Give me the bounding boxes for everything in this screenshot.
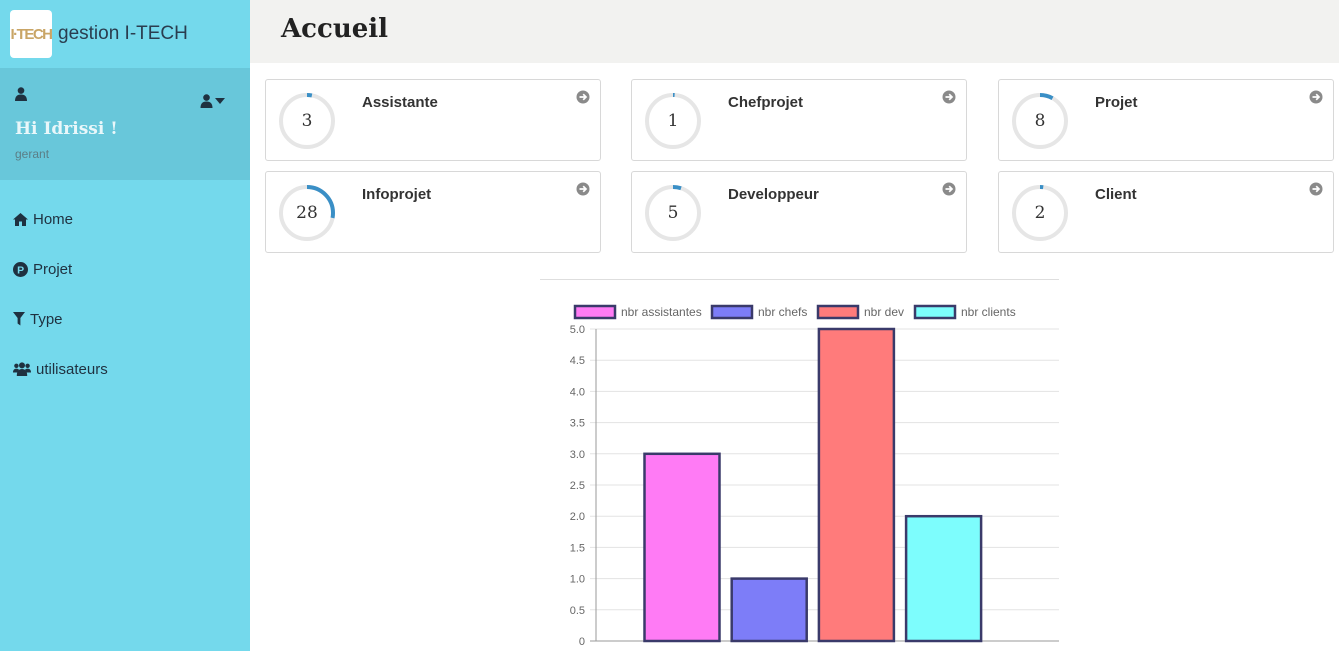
- y-tick-label: 2.5: [570, 480, 585, 492]
- legend-swatch: [710, 304, 754, 320]
- y-tick-label: 4.5: [570, 355, 585, 367]
- stat-label: Projet: [1095, 94, 1138, 111]
- progress-arc: [1012, 93, 1068, 149]
- legend-label: nbr dev: [864, 305, 904, 319]
- progress-ring: [279, 185, 335, 241]
- legend-swatch: [573, 304, 617, 320]
- y-tick-label: 1.0: [570, 574, 585, 586]
- p-circle-icon: P: [13, 261, 28, 277]
- arrow-circle-right-icon[interactable]: [942, 90, 956, 104]
- y-tick-label: 2.0: [570, 511, 585, 523]
- filter-icon: [13, 312, 25, 326]
- y-tick-label: 1.5: [570, 542, 585, 554]
- stat-label: Developpeur: [728, 186, 819, 203]
- caret-down-icon: [215, 98, 225, 104]
- svg-text:P: P: [17, 264, 24, 276]
- y-tick-label: 5.0: [570, 324, 585, 336]
- stat-label: Infoprojet: [362, 186, 432, 203]
- stat-card-assistante: 3 Assistante: [265, 79, 601, 161]
- stat-value: 28: [296, 203, 318, 223]
- arrow-circle-right-icon[interactable]: [576, 182, 590, 196]
- stat-card-chefprojet: 1 Chefprojet: [631, 79, 967, 161]
- sidebar-item-projet[interactable]: P Projet: [0, 244, 250, 294]
- user-menu-dropdown[interactable]: [200, 94, 225, 108]
- progress-arc: [279, 185, 335, 241]
- bar-nbr-chefs: [730, 577, 808, 643]
- page-title: Accueil: [281, 14, 389, 44]
- bar-chart: 0 0.5 1.0 1.5 2.0 2.5 3.0 3.5 4.0 4.5 5.0 nbr assis…: [570, 304, 1059, 648]
- progress-arc: [279, 93, 335, 149]
- user-icon: [15, 87, 27, 101]
- progress-ring: [645, 185, 701, 241]
- sidebar-item-home[interactable]: Home: [0, 194, 250, 244]
- legend-label: nbr chefs: [758, 305, 807, 319]
- stat-card-client: 2 Client: [998, 171, 1334, 253]
- home-icon: [13, 212, 28, 226]
- user-icon: [200, 94, 213, 108]
- brand-logo: I·TECH: [10, 10, 52, 58]
- legend-label: nbr assistantes: [621, 305, 702, 319]
- stat-value: 5: [667, 203, 679, 223]
- sidebar-item-label: Projet: [33, 260, 73, 278]
- progress-ring: [1012, 93, 1068, 149]
- stat-value: 2: [1034, 203, 1046, 223]
- progress-ring: [1012, 185, 1068, 241]
- progress-arc: [645, 185, 701, 241]
- brand-title: gestion I-TECH: [58, 23, 188, 44]
- page-header: Accueil: [250, 0, 1339, 63]
- arrow-circle-right-icon[interactable]: [1309, 182, 1323, 196]
- y-tick-label: 0: [579, 636, 585, 648]
- sidebar-item-label: Type: [30, 310, 63, 328]
- stat-value: 3: [301, 111, 313, 131]
- stat-label: Assistante: [362, 94, 438, 111]
- y-tick-label: 3.0: [570, 449, 585, 461]
- bar-nbr-dev: [817, 327, 896, 643]
- arrow-circle-right-icon[interactable]: [942, 182, 956, 196]
- user-role: gerant: [15, 147, 50, 161]
- legend-label: nbr clients: [961, 305, 1016, 319]
- sidebar-nav: Home P Projet Type utilisateur: [0, 180, 250, 394]
- y-tick-label: 3.5: [570, 418, 585, 430]
- legend-swatch: [913, 304, 957, 320]
- stats-chart: 0 0.5 1.0 1.5 2.0 2.5 3.0 3.5 4.0 4.5 5.0 nbr assis…: [540, 279, 1059, 651]
- progress-ring: [645, 93, 701, 149]
- stat-value: 8: [1034, 111, 1046, 131]
- user-profile: Hi Idrissi ! gerant: [0, 68, 250, 180]
- y-tick-label: 0.5: [570, 605, 585, 617]
- bar-nbr-assistantes: [643, 452, 721, 643]
- brand: I·TECH gestion I-TECH: [0, 0, 250, 68]
- stat-card-infoprojet: 28 Infoprojet: [265, 171, 601, 253]
- sidebar-item-label: Home: [33, 210, 74, 228]
- stat-label: Chefprojet: [728, 94, 803, 111]
- arrow-circle-right-icon[interactable]: [1309, 90, 1323, 104]
- users-icon: [13, 362, 31, 376]
- user-greeting: Hi Idrissi !: [15, 119, 118, 139]
- bar-nbr-clients: [904, 514, 983, 643]
- sidebar-item-label: utilisateurs: [36, 360, 108, 378]
- legend-swatch: [816, 304, 860, 320]
- sidebar-item-type[interactable]: Type: [0, 294, 250, 344]
- progress-arc: [1012, 185, 1068, 241]
- y-tick-label: 4.0: [570, 386, 585, 398]
- progress-arc: [645, 93, 701, 149]
- stat-card-developpeur: 5 Developpeur: [631, 171, 967, 253]
- sidebar: I·TECH gestion I-TECH Hi Idrissi ! geran…: [0, 0, 250, 651]
- stat-label: Client: [1095, 186, 1137, 203]
- arrow-circle-right-icon[interactable]: [576, 90, 590, 104]
- stat-value: 1: [667, 111, 679, 131]
- stat-card-projet: 8 Projet: [998, 79, 1334, 161]
- progress-ring: [279, 93, 335, 149]
- sidebar-item-utilisateurs[interactable]: utilisateurs: [0, 344, 250, 394]
